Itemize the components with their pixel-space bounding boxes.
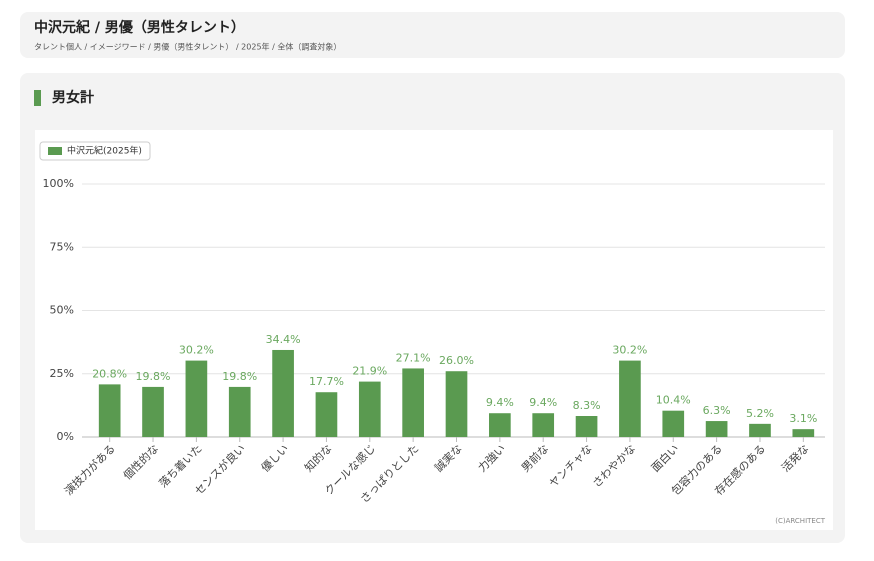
value-label: 30.2% (179, 344, 214, 357)
bar (142, 386, 164, 437)
legend-label: 中沢元紀(2025年) (67, 145, 142, 157)
copyright: (C)ARCHITECT (775, 517, 825, 525)
value-label: 34.4% (266, 333, 301, 346)
bar (705, 421, 728, 437)
bar (272, 349, 294, 437)
header-card (20, 12, 845, 58)
bar (185, 360, 208, 437)
value-label: 9.4% (486, 396, 514, 409)
value-label: 5.2% (746, 407, 774, 420)
value-label: 30.2% (612, 344, 647, 357)
value-label: 26.0% (439, 354, 474, 367)
value-label: 27.1% (396, 351, 431, 364)
value-label: 8.3% (573, 399, 601, 412)
bar (619, 360, 641, 437)
bar (315, 392, 338, 437)
bar (402, 368, 424, 437)
bar (98, 384, 121, 437)
section-marker (34, 90, 41, 106)
bar (749, 423, 771, 437)
y-tick-label: 75% (50, 240, 74, 253)
value-label: 19.8% (136, 370, 171, 383)
bar (489, 413, 511, 437)
bar (532, 413, 555, 437)
value-label: 9.4% (529, 396, 557, 409)
page-title: 中沢元紀 / 男優（男性タレント） (34, 19, 245, 36)
value-label: 19.8% (222, 370, 257, 383)
bar (662, 410, 685, 437)
legend-swatch (48, 147, 62, 155)
value-label: 20.8% (92, 367, 127, 380)
y-tick-label: 25% (50, 367, 74, 380)
y-tick-label: 50% (50, 304, 74, 317)
legend (39, 141, 151, 161)
bar (445, 371, 468, 437)
value-label: 6.3% (703, 404, 731, 417)
value-label: 3.1% (789, 412, 817, 425)
bar (228, 386, 251, 437)
y-tick-label: 100% (43, 177, 74, 190)
bar (358, 381, 381, 437)
y-tick-label: 0% (57, 430, 74, 443)
breadcrumb: タレント個人 / イメージワード / 男優（男性タレント） / 2025年 / … (34, 42, 341, 52)
value-label: 17.7% (309, 375, 344, 388)
bar (792, 429, 815, 437)
value-label: 10.4% (656, 394, 691, 407)
plot-card (35, 130, 833, 530)
bar (575, 416, 598, 437)
section-title: 男女計 (52, 89, 94, 106)
value-label: 21.9% (352, 365, 387, 378)
